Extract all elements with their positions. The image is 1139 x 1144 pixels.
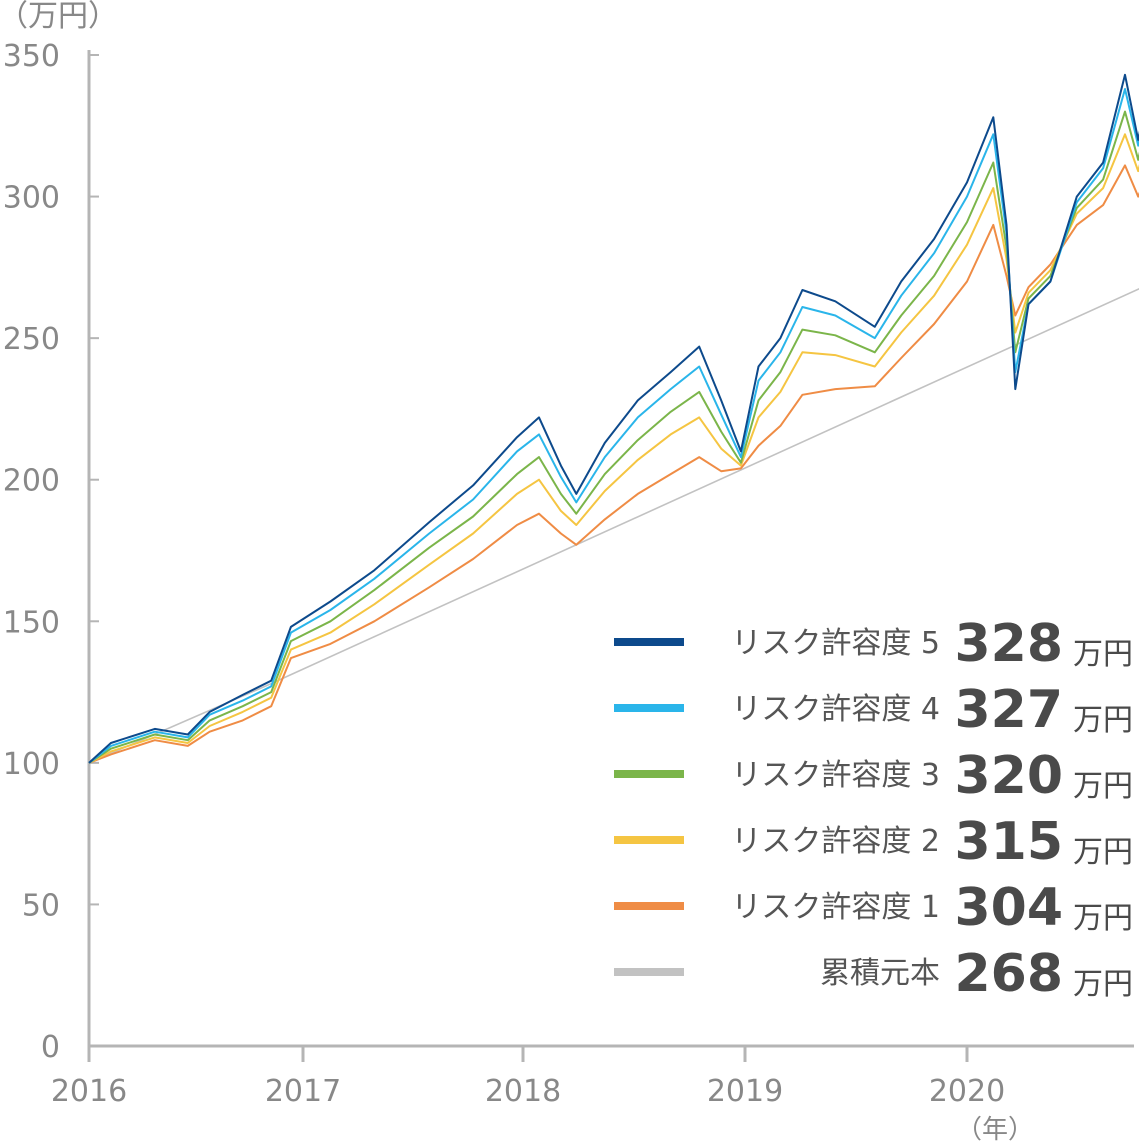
- y-axis: 0 50 100 150 200 250 300 350: [3, 39, 99, 1065]
- legend-label: リスク許容度 2: [731, 824, 940, 859]
- x-tick-label: 2017: [265, 1074, 341, 1109]
- y-tick-label: 150: [3, 605, 60, 640]
- legend-value: 328: [954, 614, 1063, 674]
- series-line-risk-2: [88, 133, 1139, 764]
- y-tick-label: 0: [41, 1030, 60, 1065]
- legend-label: リスク許容度 4: [731, 692, 940, 727]
- y-tick-label: 100: [3, 747, 60, 782]
- legend-label: リスク許容度 5: [731, 626, 940, 661]
- series-line-risk-3: [88, 110, 1139, 764]
- legend-label: リスク許容度 1: [731, 890, 940, 925]
- y-tick-label: 250: [3, 322, 60, 357]
- legend-unit: 万円: [1073, 967, 1133, 1002]
- x-axis: 2016 2017 2018 2019 2020: [51, 1044, 1134, 1109]
- legend-unit: 万円: [1073, 637, 1133, 672]
- y-tick-label: 300: [3, 181, 60, 216]
- series-lines: [88, 73, 1139, 764]
- legend-value: 304: [954, 878, 1063, 938]
- legend-value: 268: [954, 944, 1063, 1004]
- legend-unit: 万円: [1073, 835, 1133, 870]
- legend-unit: 万円: [1073, 901, 1133, 936]
- legend-label: 累積元本: [820, 956, 940, 991]
- series-line-risk-1: [88, 164, 1139, 764]
- legend-unit: 万円: [1073, 703, 1133, 738]
- x-tick-label: 2020: [929, 1074, 1005, 1109]
- x-tick-label: 2018: [485, 1074, 561, 1109]
- legend-value: 320: [954, 746, 1063, 806]
- legend-label: リスク許容度 3: [731, 758, 940, 793]
- x-tick-label: 2016: [51, 1074, 127, 1109]
- series-line-risk-5: [88, 73, 1139, 764]
- y-tick-label: 50: [22, 888, 60, 923]
- x-tick-label: 2019: [707, 1074, 783, 1109]
- x-unit-label: （年）: [956, 1115, 1034, 1144]
- y-tick-label: 350: [3, 39, 60, 74]
- legend-unit: 万円: [1073, 769, 1133, 804]
- legend-value: 315: [954, 812, 1063, 872]
- legend-value: 327: [954, 680, 1063, 740]
- y-tick-label: 200: [3, 464, 60, 499]
- y-unit-label: （万円）: [0, 0, 118, 34]
- series-line-risk-4: [88, 88, 1139, 764]
